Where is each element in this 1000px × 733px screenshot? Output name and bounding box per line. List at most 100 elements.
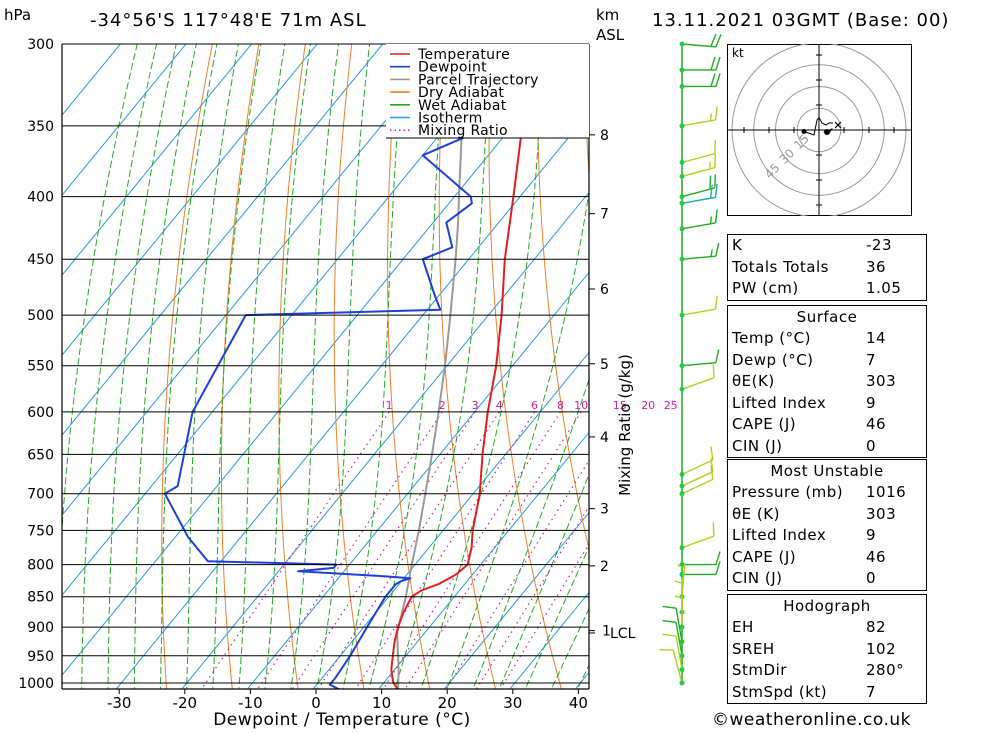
website-link[interactable]: weatheronline.co.uk <box>729 710 912 730</box>
row-label: CAPE (J) <box>732 415 797 433</box>
row-value: 1.05 <box>866 279 902 297</box>
x-tick-label: 30 <box>503 694 522 712</box>
row-value: 9 <box>866 393 877 412</box>
table-row: θE(K) 303 <box>728 371 926 393</box>
wind-barb <box>679 174 717 200</box>
table-row: Pressure (mb) 1016 <box>728 482 926 504</box>
table-row: CIN (J) 0 <box>728 568 926 590</box>
row-value: 14 <box>866 329 887 347</box>
km-tick-label: 4 <box>600 430 609 446</box>
surface-table: Surface Temp (°C) 14 Dewp (°C) 7 θE(K) 303 Lift… <box>727 305 927 458</box>
pressure-tick-label: 500 <box>27 308 54 324</box>
row-label: CIN (J) <box>732 436 783 455</box>
x-axis-label: Dewpoint / Temperature (°C) <box>213 710 471 730</box>
wet-adiabat-line <box>394 44 492 689</box>
x-tick-label: -10 <box>238 694 263 712</box>
dry-adiabat-line <box>333 44 365 689</box>
table-row: Totals Totals 36 <box>728 257 926 279</box>
pressure-tick-label: 850 <box>27 590 54 606</box>
pressure-tick-label: 300 <box>27 37 54 53</box>
hodograph_table-title: Hodograph <box>783 597 871 615</box>
mixing-ratio-line <box>404 411 582 689</box>
mixing-ratio-label: 20 <box>641 399 655 412</box>
wet-adiabat-line <box>316 44 371 689</box>
wind-barb <box>679 183 718 206</box>
mixing-ratio-label: 15 <box>613 399 627 412</box>
dry-adiabat-line <box>949 7 1000 709</box>
isotherm-line <box>378 431 589 689</box>
isotherm-line <box>62 44 450 516</box>
pressure-tick-label: 350 <box>27 119 54 135</box>
series-temperature <box>390 44 529 689</box>
indices-table: K -23 Totals Totals 36 PW (cm) 1.05 <box>727 234 927 301</box>
row-label: Totals Totals <box>732 257 829 276</box>
wet-adiabat-line <box>550 607 589 689</box>
row-label: CAPE (J) <box>732 547 797 566</box>
table-row: EH 82 <box>728 617 926 639</box>
wet-adiabat-line <box>446 188 589 689</box>
dry-adiabat-line <box>278 44 306 689</box>
row-label: SREH <box>732 639 775 658</box>
mixing-ratio-label: 10 <box>574 399 588 412</box>
row-label: StmDir <box>732 661 787 679</box>
mixing-ratio-label: 4 <box>496 399 503 412</box>
isotherm-line <box>246 271 589 689</box>
pressure-tick-label: 800 <box>27 558 54 574</box>
header: hPa -34°56'S 117°48'E 71m ASL km ASL 13.… <box>4 6 949 40</box>
wind-barb <box>679 140 717 165</box>
wet-adiabat-line <box>264 44 312 689</box>
most-unstable-table: Most Unstable Pressure (mb) 1016 θE (K) 303 L… <box>727 459 927 591</box>
isotherm-line <box>62 44 187 196</box>
wet-adiabat-line <box>290 44 340 689</box>
wind-barb <box>679 551 721 568</box>
wind-barb <box>679 106 718 129</box>
asl-label: ASL <box>596 26 625 40</box>
wind-barb <box>679 242 720 262</box>
wind-barb <box>679 458 714 489</box>
lcl-label: LCL <box>610 626 636 642</box>
table-row: CIN (J) 0 <box>728 436 926 458</box>
row-label: Temp (°C) <box>732 329 811 347</box>
row-value: 0 <box>866 569 877 587</box>
series-dewpoint <box>163 44 474 689</box>
mixing-ratio-label: 25 <box>664 399 678 412</box>
table-row: θE (K) 303 <box>728 504 926 526</box>
legend-entry: Isotherm <box>418 111 483 127</box>
row-label: StmSpd (kt) <box>732 682 828 701</box>
legend-entry: Dewpoint <box>418 60 487 76</box>
table-row: Lifted Index 9 <box>728 393 926 415</box>
dry-adiabat-line <box>161 44 213 689</box>
wet-adiabat-line <box>186 44 239 689</box>
dry-adiabat-line <box>488 44 562 689</box>
chart-axes: 1 2 3 4 6 8 10 15 20 2530035040045050055060065070… <box>18 37 677 730</box>
mixing-ratio-line <box>475 505 589 689</box>
x-tick-label: -20 <box>173 694 198 712</box>
wind-barb <box>679 295 718 318</box>
pressure-tick-label: 550 <box>27 359 54 375</box>
x-tick-label: -30 <box>107 694 132 712</box>
isotherm-line <box>62 44 122 116</box>
wet-adiabat-line <box>62 44 138 536</box>
x-tick-label: 40 <box>569 694 588 712</box>
pressure-tick-label: 400 <box>27 190 54 206</box>
wind-barb <box>679 56 721 73</box>
mixing-ratio-label: 3 <box>472 399 479 412</box>
row-value: 82 <box>866 618 887 636</box>
dry-adiabat-line <box>536 44 589 552</box>
hodograph-unit-label: kt <box>732 46 744 60</box>
pressure-tick-label: 1000 <box>18 676 54 692</box>
hpa-label: hPa <box>4 6 31 24</box>
wind-barb <box>679 465 714 497</box>
km-tick-label: 1 <box>602 624 611 640</box>
wet-adiabat-line <box>81 44 158 689</box>
km-tick-label: 3 <box>600 502 609 518</box>
legend-entry: Wet Adiabat <box>418 98 507 114</box>
x-tick-label: 0 <box>311 694 321 712</box>
table-row: StmSpd (kt) 7 <box>728 682 926 704</box>
wind-barb <box>679 349 720 369</box>
row-value: 46 <box>866 415 887 433</box>
datetime-title: 13.11.2021 03GMT (Base: 00) <box>652 10 949 31</box>
wet-adiabat-line <box>107 44 177 689</box>
table-row: PW (cm) 1.05 <box>728 278 926 300</box>
